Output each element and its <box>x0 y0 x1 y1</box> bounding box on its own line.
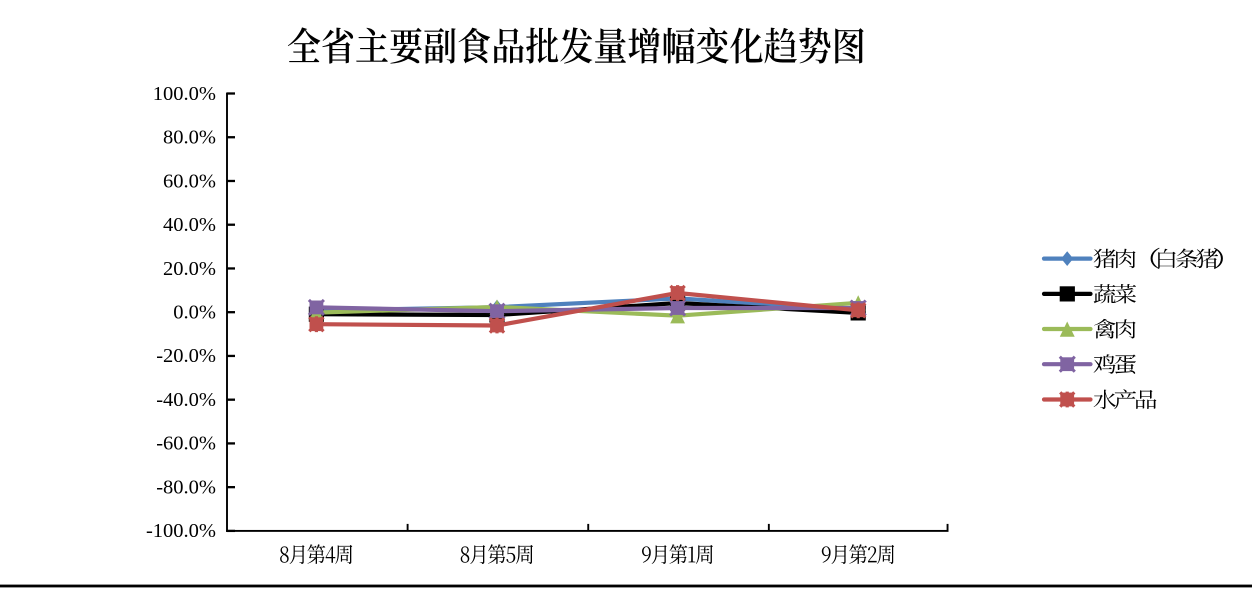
svg-text:-60.0%: -60.0% <box>156 433 216 455</box>
svg-text:80.0%: 80.0% <box>163 127 216 149</box>
svg-text:0.0%: 0.0% <box>173 302 216 324</box>
svg-text:-80.0%: -80.0% <box>156 477 216 499</box>
svg-text:60.0%: 60.0% <box>163 170 216 192</box>
svg-text:-40.0%: -40.0% <box>156 389 216 411</box>
svg-text:-20.0%: -20.0% <box>156 345 216 367</box>
svg-text:40.0%: 40.0% <box>163 214 216 236</box>
svg-text:20.0%: 20.0% <box>163 258 216 280</box>
svg-text:100.0%: 100.0% <box>153 83 216 105</box>
svg-text:-100.0%: -100.0% <box>146 520 216 542</box>
